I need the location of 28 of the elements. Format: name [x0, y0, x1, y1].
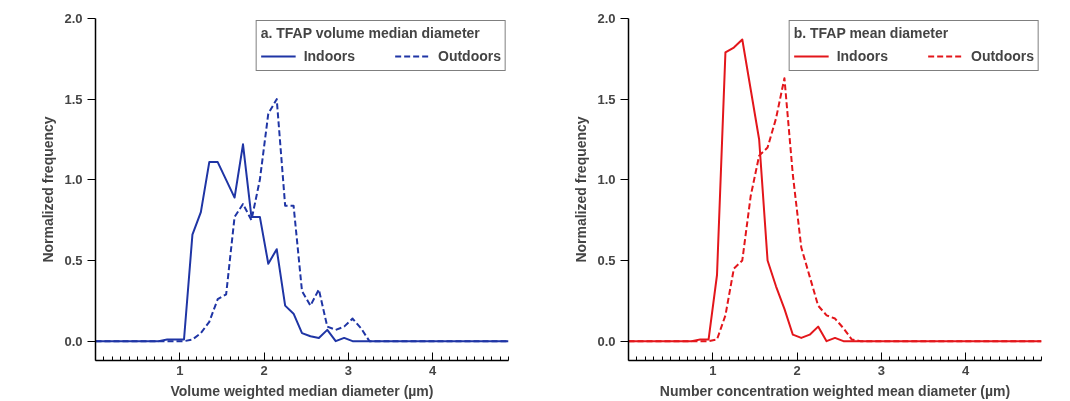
- y-axis-title: Normalized frequency: [40, 116, 57, 263]
- legend-label: Outdoors: [971, 48, 1034, 64]
- y-tick-label: 2.0: [597, 11, 616, 26]
- x-tick-label: 1: [176, 362, 184, 378]
- y-axis-title: Normalized frequency: [573, 116, 590, 263]
- x-tick-label: 3: [877, 362, 885, 378]
- x-tick-label: 4: [962, 362, 971, 378]
- legend-label: Indoors: [303, 48, 355, 64]
- y-tick-label: 1.0: [64, 172, 83, 188]
- x-tick-label: 2: [793, 362, 801, 378]
- y-tick-label: 1.5: [597, 91, 616, 107]
- x-tick-label: 2: [260, 362, 268, 378]
- x-tick-label: 3: [344, 362, 352, 378]
- y-tick-label: 0.0: [64, 333, 83, 349]
- legend-label: Outdoors: [438, 48, 501, 64]
- x-axis-title: Volume weighted median diameter (µm): [170, 382, 434, 399]
- legend-label: Indoors: [836, 48, 888, 64]
- x-axis-title: Number concentration weighted mean diameter (µm): [659, 382, 1011, 399]
- y-tick-label: 0.5: [64, 252, 83, 268]
- y-tick-label: 2.0: [64, 11, 83, 26]
- y-tick-label: 1.0: [597, 172, 616, 188]
- y-tick-label: 0.0: [597, 333, 616, 349]
- x-tick-label: 1: [709, 362, 717, 378]
- y-tick-label: 0.5: [597, 252, 616, 268]
- legend-title: a. TFAP volume median diameter: [260, 25, 481, 41]
- y-tick-label: 1.5: [64, 91, 83, 107]
- x-tick-label: 4: [429, 362, 438, 378]
- legend-title: b. TFAP mean diameter: [793, 25, 950, 41]
